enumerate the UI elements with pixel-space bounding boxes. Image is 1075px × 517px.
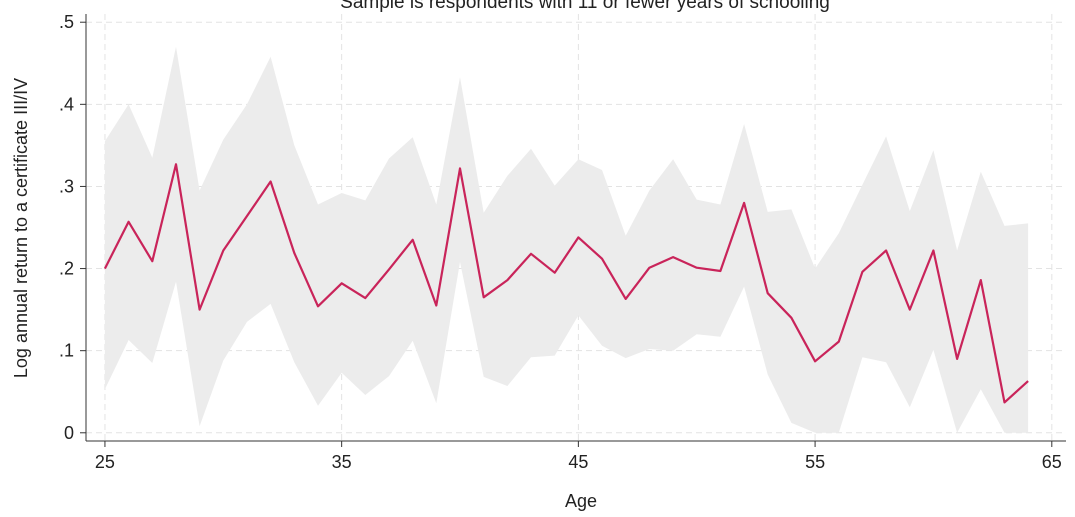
x-tick-label: 35 <box>332 452 352 472</box>
series-line <box>103 163 1029 404</box>
y-axis-title: Log annual return to a certificate III/I… <box>11 78 31 378</box>
confidence-band-group <box>104 46 1029 433</box>
x-axis-ticks: 25 35 45 55 65 <box>95 441 1062 472</box>
y-axis-ticks: 0 .1 .2 .3 .4 .5 <box>59 12 86 443</box>
x-axis-title: Age <box>565 491 597 511</box>
confidence-band <box>104 46 1029 433</box>
x-tick-label: 25 <box>95 452 115 472</box>
x-tick-label: 55 <box>805 452 825 472</box>
y-tick-label: .4 <box>59 94 74 114</box>
series-line-group <box>103 163 1029 404</box>
y-tick-label: .5 <box>59 12 74 32</box>
x-tick-label: 45 <box>568 452 588 472</box>
chart-title: Sample is respondents with 11 or fewer y… <box>340 0 830 13</box>
y-tick-label: 0 <box>64 423 74 443</box>
y-tick-label: .3 <box>59 176 74 196</box>
y-tick-label: .2 <box>59 259 74 279</box>
x-tick-label: 65 <box>1042 452 1062 472</box>
y-tick-label: .1 <box>59 341 74 361</box>
axes <box>85 14 1066 442</box>
